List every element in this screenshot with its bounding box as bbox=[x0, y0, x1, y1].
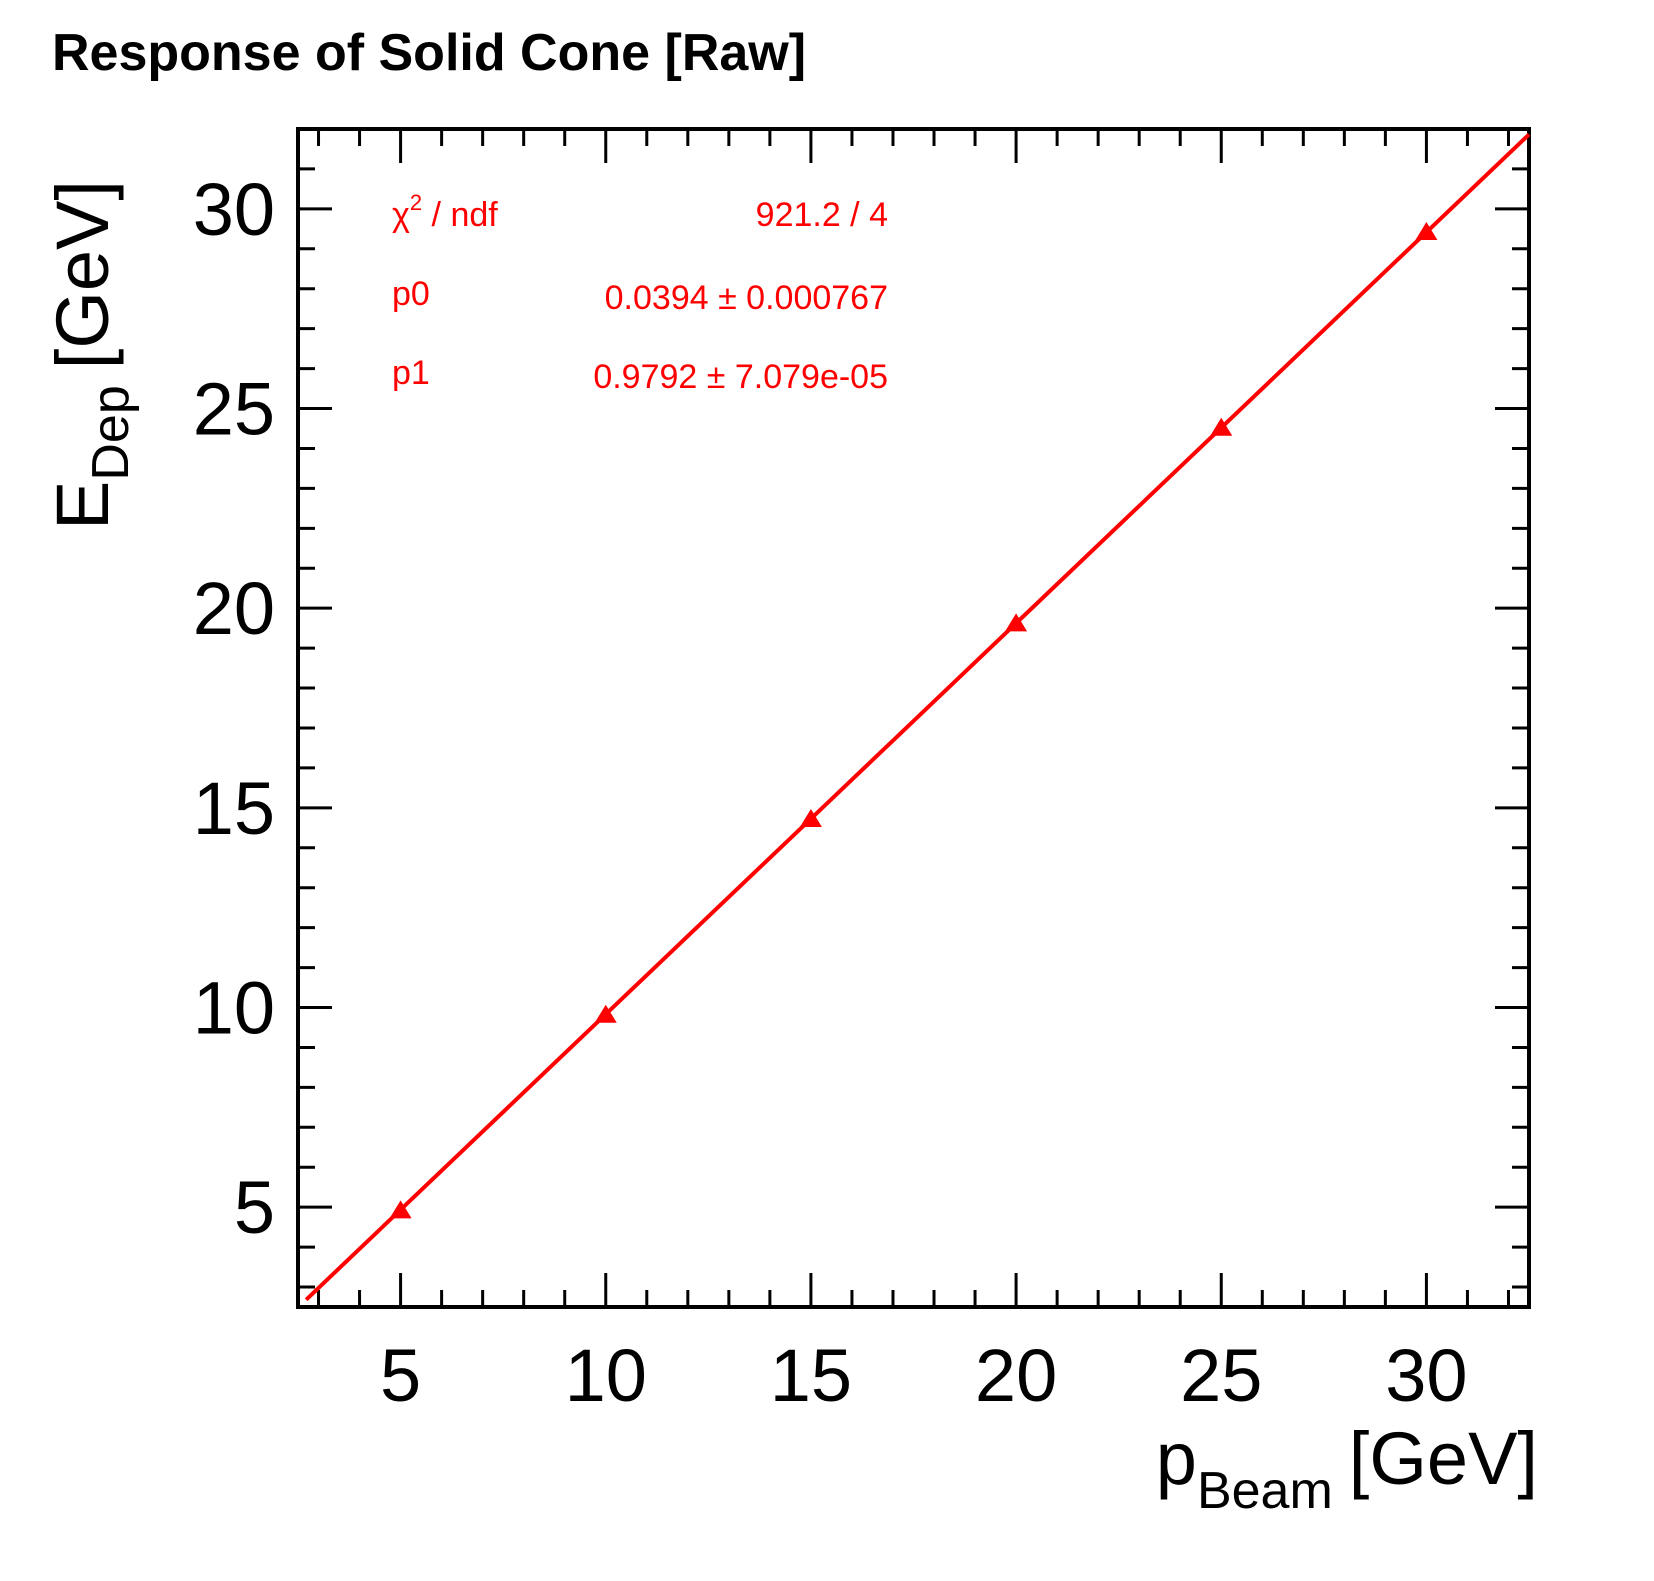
data-point bbox=[1415, 222, 1438, 241]
y-axis-label-main: E bbox=[41, 481, 124, 530]
y-tick-label: 20 bbox=[193, 567, 275, 650]
x-tick-label: 10 bbox=[565, 1334, 647, 1417]
y-tick-label: 25 bbox=[193, 368, 275, 451]
stats-row-chi2: χ2 / ndf 921.2 / 4 bbox=[392, 190, 888, 234]
stats-row-p1: p1 0.9792 ± 7.079e-05 bbox=[392, 354, 888, 396]
x-axis-label: pBeam [GeV] bbox=[1156, 1417, 1538, 1520]
stats-label-chi2: χ2 / ndf bbox=[392, 190, 498, 234]
stats-value-chi2: 921.2 / 4 bbox=[756, 196, 888, 234]
x-axis-ticks: 5 10 15 20 25 30 bbox=[317, 129, 1510, 1417]
x-axis-label-sub: Beam bbox=[1197, 1462, 1333, 1520]
data-point bbox=[1005, 613, 1028, 632]
y-axis-ticks: 5 10 15 20 25 30 bbox=[193, 127, 1529, 1289]
fit-line bbox=[304, 133, 1531, 1302]
stats-label-p1: p1 bbox=[392, 354, 430, 392]
y-axis-label-sub: Dep bbox=[82, 385, 140, 480]
stats-row-p0: p0 0.0394 ± 0.000767 bbox=[392, 275, 888, 317]
y-tick-label: 15 bbox=[193, 767, 275, 850]
x-tick-label: 30 bbox=[1385, 1334, 1467, 1417]
x-axis-label-main: p bbox=[1156, 1417, 1197, 1500]
y-tick-label: 5 bbox=[234, 1166, 275, 1249]
x-tick-label: 20 bbox=[975, 1334, 1057, 1417]
data-point bbox=[799, 809, 822, 828]
y-tick-label: 10 bbox=[193, 967, 275, 1050]
x-axis-label-unit: [GeV] bbox=[1349, 1417, 1538, 1500]
data-points bbox=[389, 222, 1438, 1219]
stats-value-p1: 0.9792 ± 7.079e-05 bbox=[593, 358, 888, 396]
x-tick-label: 5 bbox=[380, 1334, 421, 1417]
plot-frame bbox=[296, 127, 1531, 1309]
x-tick-label: 15 bbox=[770, 1334, 852, 1417]
data-point bbox=[1210, 417, 1233, 436]
y-tick-label: 30 bbox=[193, 168, 275, 251]
chart-title: Response of Solid Cone [Raw] bbox=[52, 24, 806, 82]
data-point bbox=[594, 1004, 617, 1023]
data-point bbox=[389, 1200, 412, 1219]
stats-value-p0: 0.0394 ± 0.000767 bbox=[605, 279, 888, 317]
stats-box: χ2 / ndf 921.2 / 4 p0 0.0394 ± 0.000767 … bbox=[392, 190, 888, 396]
y-axis-label-unit: [GeV] bbox=[41, 180, 124, 369]
x-tick-label: 25 bbox=[1180, 1334, 1262, 1417]
stats-label-p0: p0 bbox=[392, 275, 430, 313]
y-axis-label: EDep [GeV] bbox=[41, 180, 140, 530]
